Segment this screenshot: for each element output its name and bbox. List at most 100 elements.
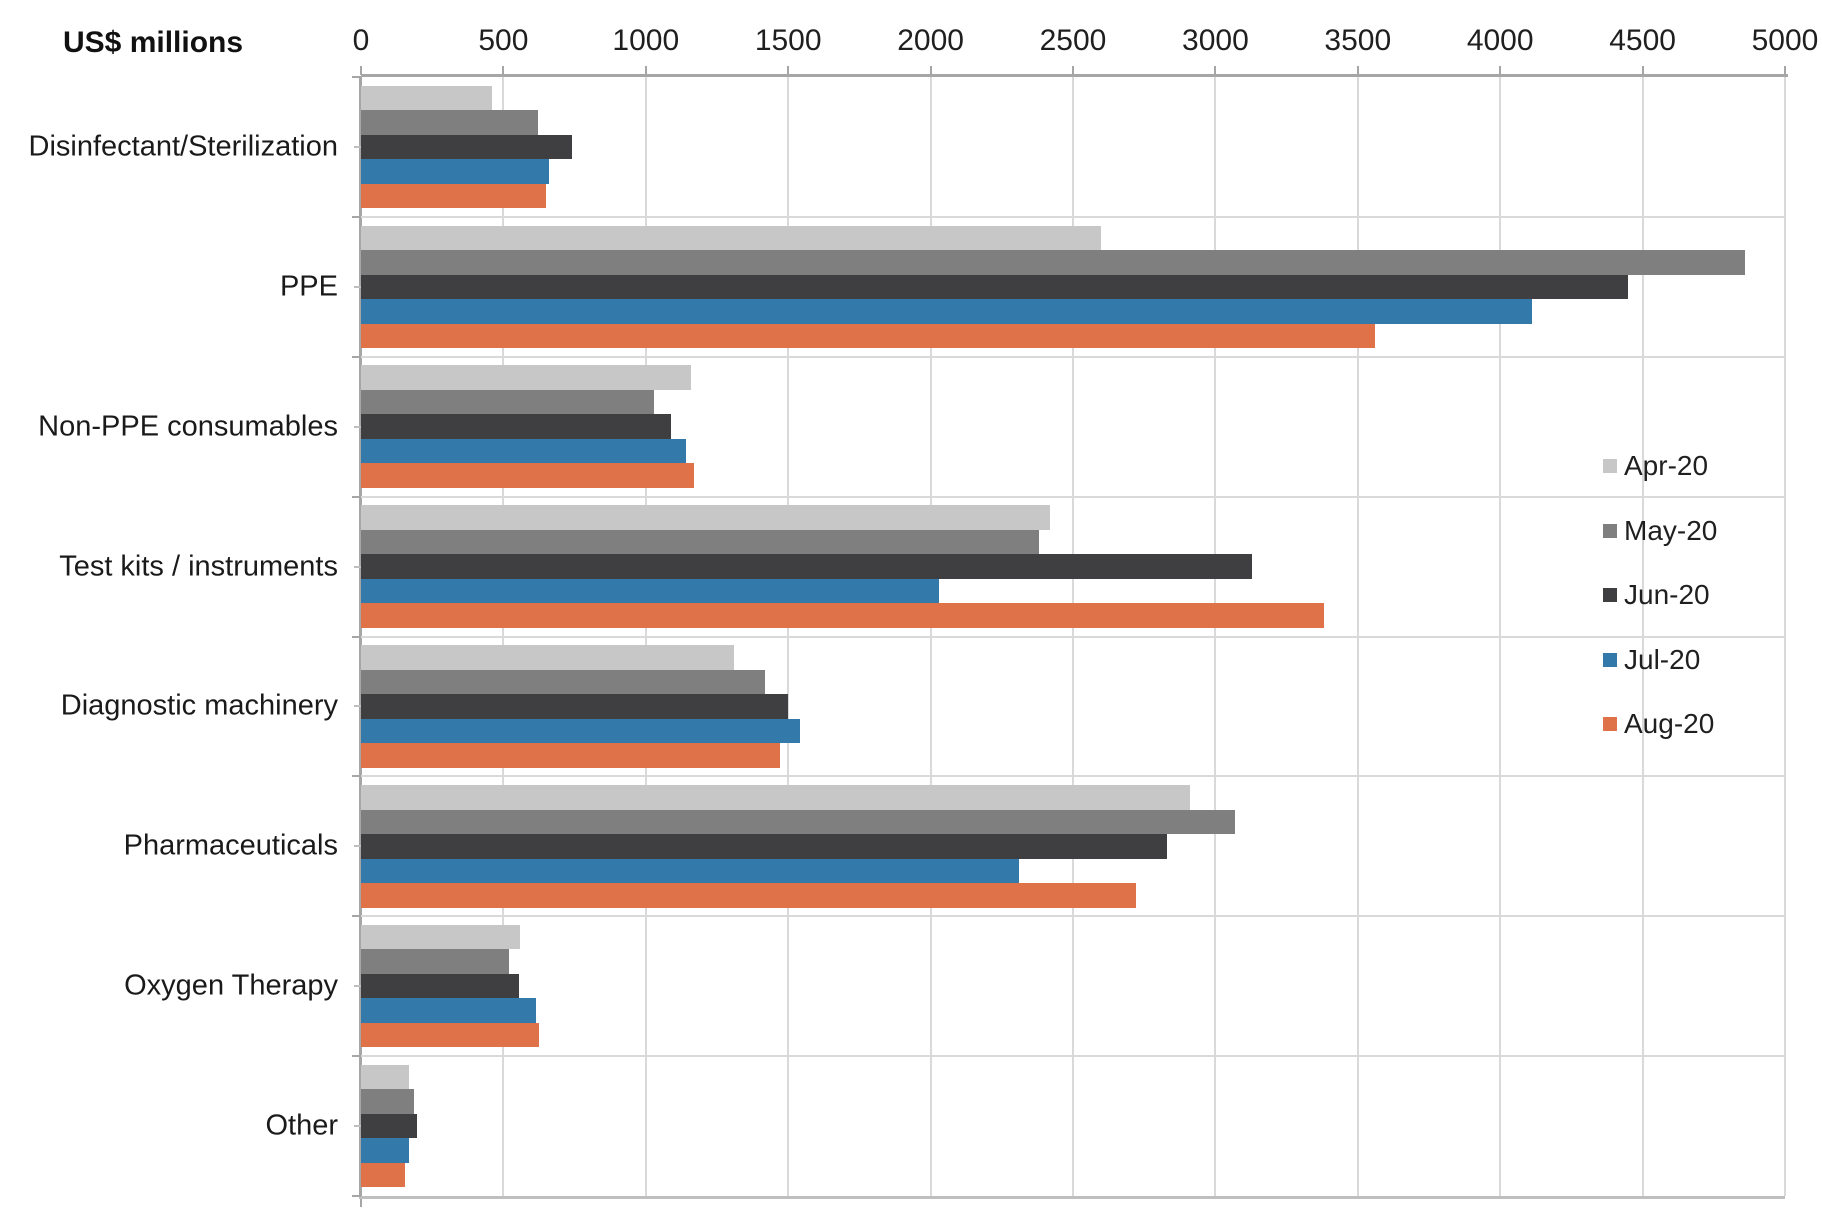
bar-may-20-6 [361, 949, 510, 974]
bar-group-other [361, 1056, 1785, 1196]
bottom-axis-line [359, 1196, 1785, 1199]
category-boundary-tick [352, 635, 361, 638]
x-tick-label: 5000 [1751, 24, 1819, 57]
bar-apr-20-0 [361, 85, 492, 111]
bar-apr-20-2 [361, 365, 692, 390]
legend-label: Jul-20 [1624, 643, 1701, 675]
top-axis-tick [1214, 66, 1217, 75]
bar-jul-20-3 [361, 578, 940, 604]
bar-may-20-7 [361, 1089, 414, 1114]
bar-jun-20-2 [361, 414, 672, 439]
top-axis-tick [787, 66, 790, 75]
horizontal-gridline [361, 775, 1785, 778]
bar-jun-20-5 [361, 834, 1167, 859]
bar-group-diagnostic-machinery [361, 637, 1785, 777]
legend-swatch-icon [1603, 588, 1617, 602]
category-boundary-tick [352, 215, 361, 218]
x-tick-label: 3000 [1182, 24, 1249, 57]
bar-jun-20-1 [361, 274, 1629, 300]
bar-jun-20-6 [361, 973, 520, 999]
legend-item-jul-20: Jul-20 [1603, 643, 1700, 677]
vertical-gridline [1784, 77, 1786, 1196]
legend-label: Apr-20 [1624, 450, 1709, 481]
bar-may-20-0 [361, 110, 538, 135]
category-center-tick [354, 145, 361, 148]
bar-group-pharmaceuticals [361, 776, 1785, 916]
x-tick-label: 0 [352, 24, 370, 57]
category-label: Diagnostic machinery [60, 689, 338, 722]
bar-may-20-3 [361, 529, 1039, 555]
category-boundary-tick [352, 495, 361, 498]
category-center-tick [354, 565, 361, 568]
top-axis-tick [1641, 66, 1644, 75]
bar-jun-20-3 [361, 554, 1253, 579]
x-tick-label: 1500 [754, 24, 822, 57]
bar-may-20-1 [361, 250, 1746, 275]
category-label: Oxygen Therapy [124, 969, 338, 1002]
bar-group-ppe [361, 217, 1785, 357]
category-center-tick [354, 425, 361, 428]
top-axis-tick [1784, 66, 1786, 75]
x-tick-label: 2000 [897, 24, 964, 57]
horizontal-gridline [361, 495, 1785, 498]
x-tick-label: 1000 [612, 24, 680, 57]
bar-group-non-ppe-consumables [361, 357, 1785, 497]
legend-item-aug-20: Aug-20 [1603, 707, 1714, 741]
category-center-tick [354, 705, 361, 708]
bar-group-test-kits-instruments [361, 497, 1785, 637]
bar-apr-20-6 [361, 924, 521, 950]
legend-item-apr-20: Apr-20 [1603, 449, 1708, 483]
bar-apr-20-4 [361, 645, 735, 670]
category-label: Disinfectant/Sterilization [28, 130, 338, 163]
category-boundary-tick [352, 915, 361, 918]
bottom-axis-tick [360, 1199, 362, 1207]
bar-may-20-4 [361, 669, 766, 695]
bar-apr-20-3 [361, 505, 1051, 530]
bar-aug-20-0 [361, 183, 547, 209]
top-axis-tick [1499, 66, 1502, 75]
bar-aug-20-7 [361, 1162, 406, 1188]
bar-jun-20-7 [361, 1113, 417, 1139]
horizontal-gridline [361, 1055, 1785, 1058]
category-label: Non-PPE consumables [38, 410, 338, 443]
top-axis-tick [360, 66, 362, 75]
legend-item-may-20: May-20 [1603, 514, 1717, 548]
legend-item-jun-20: Jun-20 [1603, 578, 1710, 612]
horizontal-gridline [361, 355, 1785, 358]
legend-label: Aug-20 [1624, 708, 1715, 739]
x-tick-label: 4500 [1609, 24, 1676, 57]
bar-group-oxygen-therapy [361, 916, 1785, 1056]
bar-may-20-5 [361, 809, 1236, 835]
category-label: PPE [279, 270, 338, 303]
category-center-tick [354, 1125, 361, 1128]
category-boundary-tick [352, 1055, 361, 1058]
bar-group-disinfectant-sterilization [361, 77, 1785, 217]
bar-jul-20-2 [361, 438, 686, 464]
bar-jul-20-4 [361, 718, 800, 744]
bar-apr-20-1 [361, 225, 1102, 251]
category-center-tick [354, 985, 361, 988]
legend-swatch-icon [1603, 459, 1617, 473]
bar-aug-20-1 [361, 323, 1375, 349]
category-label: Pharmaceuticals [123, 829, 338, 862]
category-label: Test kits / instruments [59, 550, 338, 583]
bar-aug-20-4 [361, 743, 780, 768]
category-center-tick [354, 285, 361, 288]
bar-jul-20-7 [361, 1138, 410, 1163]
bar-jun-20-0 [361, 134, 572, 160]
bar-jul-20-5 [361, 858, 1019, 884]
plot-area [361, 77, 1786, 1196]
legend-swatch-icon [1603, 652, 1617, 667]
horizontal-gridline [361, 215, 1785, 218]
category-center-tick [354, 845, 361, 848]
bar-aug-20-5 [361, 883, 1136, 908]
bar-aug-20-6 [361, 1022, 539, 1048]
bar-jul-20-6 [361, 998, 537, 1023]
legend-swatch-icon [1603, 717, 1617, 731]
bar-aug-20-2 [361, 463, 695, 488]
axis-title: US$ millions [63, 26, 244, 59]
horizontal-gridline [361, 915, 1785, 918]
bar-jul-20-1 [361, 299, 1532, 324]
top-axis-tick [502, 66, 505, 75]
